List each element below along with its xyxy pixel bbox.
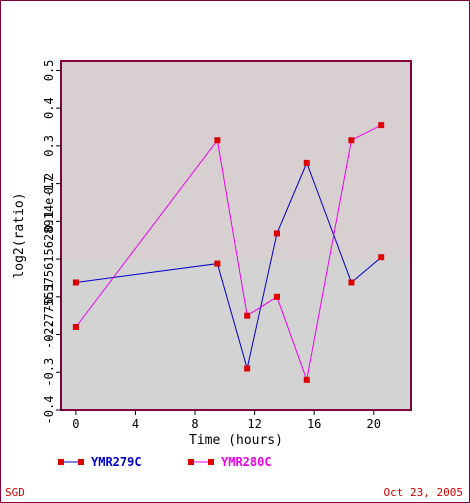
y-tick-label: -0.3 — [42, 358, 56, 387]
shaded-region — [61, 259, 411, 410]
x-tick-label: 16 — [307, 417, 321, 431]
legend-marker — [208, 459, 214, 465]
data-point — [303, 376, 310, 383]
y-axis-title: log2(ratio) — [12, 192, 27, 278]
y-tick-label: 0.1 — [42, 211, 56, 233]
data-point — [378, 122, 385, 129]
x-axis-title: Time (hours) — [189, 433, 283, 448]
y-tick-label: -0.1 — [42, 282, 56, 311]
data-point — [273, 230, 280, 237]
data-point — [214, 137, 221, 144]
data-point — [348, 279, 355, 286]
y-tick-label: 0.5 — [42, 60, 56, 82]
x-tick-label: 0 — [72, 417, 79, 431]
y-tick-label: 0.4 — [42, 97, 56, 119]
y-tick-label: -2.7755575615628914e-17 — [42, 176, 56, 342]
legend-marker — [78, 459, 84, 465]
y-tick-label: 0.3 — [42, 135, 56, 157]
y-tick-label: -0.2 — [42, 320, 56, 349]
data-point — [303, 159, 310, 166]
x-tick-label: 8 — [191, 417, 198, 431]
y-tick-label: -0.4 — [42, 396, 56, 425]
legend-marker — [58, 459, 64, 465]
data-point — [348, 137, 355, 144]
data-point — [244, 312, 251, 319]
x-tick-label: 4 — [132, 417, 139, 431]
x-tick-label: 12 — [247, 417, 261, 431]
y-tick-label: 0.2 — [42, 173, 56, 195]
data-point — [72, 323, 79, 330]
data-point — [72, 279, 79, 286]
data-point — [214, 260, 221, 267]
source-label: SGD — [5, 486, 25, 499]
x-tick-label: 20 — [367, 417, 381, 431]
date-label: Oct 23, 2005 — [383, 486, 463, 499]
data-point — [378, 254, 385, 261]
legend-marker — [188, 459, 194, 465]
legend-label: YMR279C — [91, 455, 142, 469]
data-point — [273, 293, 280, 300]
legend-label: YMR280C — [221, 455, 272, 469]
data-point — [244, 365, 251, 372]
plot-border — [60, 60, 412, 411]
